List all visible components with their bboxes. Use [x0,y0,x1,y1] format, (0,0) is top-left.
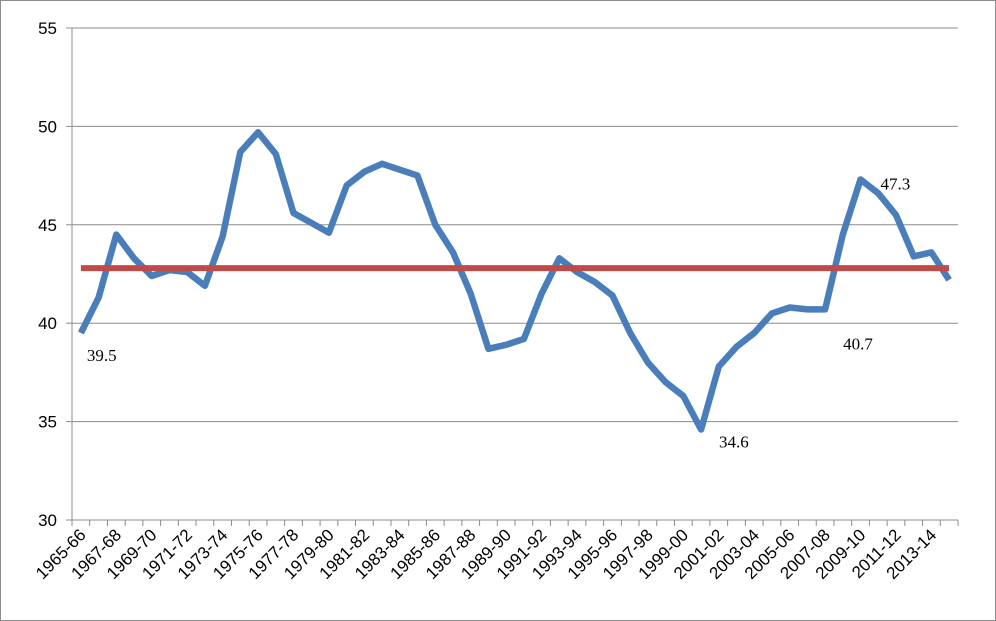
axes [66,27,959,526]
data-label: 40.7 [843,334,873,353]
y-tick-label: 45 [38,216,57,235]
gridlines [72,27,958,423]
data-label: 39.5 [87,346,117,365]
series-lines [77,129,952,433]
y-tick-label: 35 [38,413,57,432]
series-line-values [77,129,952,433]
data-label: 34.6 [719,432,749,451]
y-tick-label: 40 [38,314,57,333]
data-label: 47.3 [881,175,911,194]
y-tick-label: 30 [38,511,57,530]
y-tick-label: 55 [38,19,57,38]
y-tick-label: 50 [38,117,57,136]
data-annotations: 39.5 34.6 40.7 47.3 [87,175,910,452]
y-tick-labels: 30 35 40 45 50 55 [38,19,57,530]
